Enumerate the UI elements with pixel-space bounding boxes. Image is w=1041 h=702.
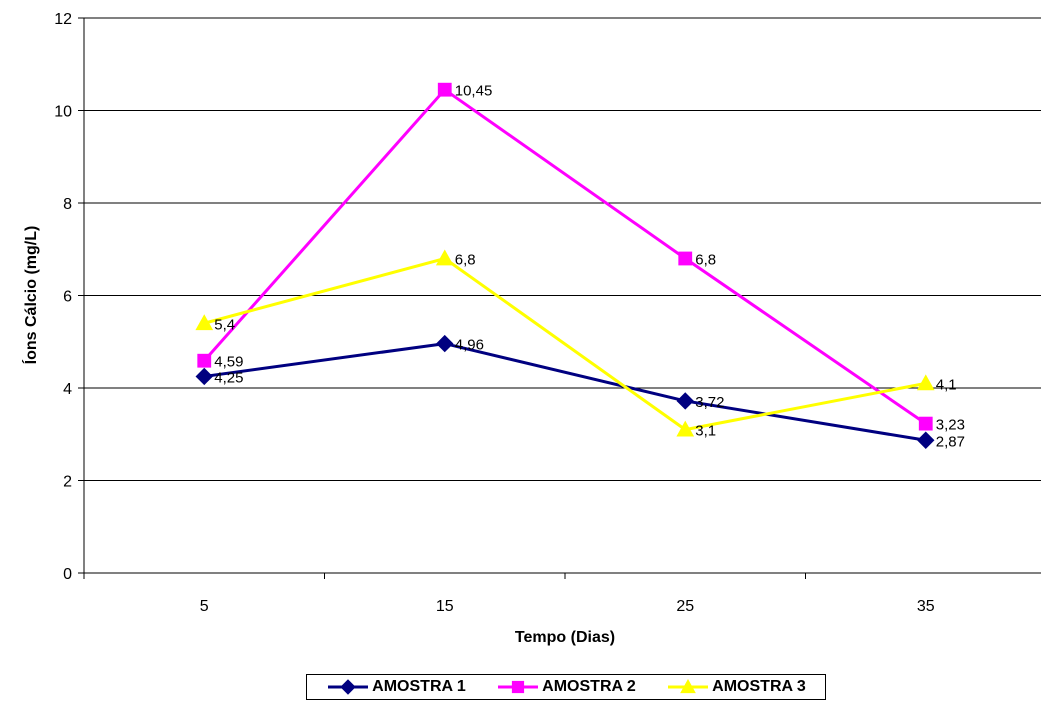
- x-axis-title: Tempo (Dias): [515, 629, 615, 646]
- legend-label: AMOSTRA 2: [542, 678, 636, 695]
- series-2: [197, 82, 933, 431]
- data-point: [917, 431, 935, 449]
- data-point: [195, 367, 213, 386]
- y-tick-label: 6: [63, 289, 72, 306]
- legend-swatch: [668, 678, 709, 694]
- data-label: 4,59: [214, 354, 243, 371]
- data-point: [916, 374, 935, 391]
- legend-label: AMOSTRA 3: [712, 678, 806, 695]
- x-tick-label: 25: [676, 598, 694, 615]
- line-chart: 0 2 4 6 8 10 12 5 15 25 35 4,25 4,96 3,72 2,87 4,59 10…: [21, 11, 1041, 646]
- data-label: 6,8: [695, 252, 716, 269]
- legend-swatch: [498, 680, 539, 694]
- series-line: [203, 87, 927, 425]
- data-label: 4,25: [214, 369, 243, 386]
- data-point: [197, 353, 212, 368]
- data-point: [678, 251, 693, 266]
- legend: AMOSTRA 1 AMOSTRA 2 AMOSTRA 3: [306, 674, 826, 700]
- y-tick-label: 10: [54, 104, 72, 121]
- data-label: 4,96: [455, 337, 484, 354]
- data-label: 5,4: [214, 316, 235, 333]
- x-tick-label: 15: [436, 598, 454, 615]
- legend-label: AMOSTRA 1: [372, 678, 466, 695]
- data-label: 3,72: [695, 394, 724, 411]
- series-1: [195, 334, 935, 449]
- data-label: 6,8: [455, 252, 476, 269]
- series-3: [195, 249, 935, 437]
- data-point: [676, 392, 694, 410]
- legend-item-3: AMOSTRA 3: [666, 677, 806, 697]
- gridlines: [78, 17, 1041, 574]
- data-point: [676, 420, 695, 437]
- data-label: 10,45: [455, 83, 493, 100]
- data-point: [918, 416, 933, 431]
- y-tick-label: 0: [63, 566, 72, 583]
- x-tick-label: 35: [917, 598, 935, 615]
- data-point: [436, 334, 454, 353]
- x-tick-label: 5: [200, 598, 209, 615]
- data-point: [437, 82, 452, 97]
- legend-item-1: AMOSTRA 1: [326, 677, 466, 697]
- legend-swatch: [328, 679, 369, 695]
- data-label: 3,23: [936, 417, 965, 434]
- data-labels: 4,25 4,96 3,72 2,87 4,59 10,45 6,8 3,23 5,4 6,8 3,…: [214, 83, 965, 451]
- x-tick-labels: 5 15 25 35: [200, 598, 935, 615]
- data-label: 2,87: [936, 433, 965, 450]
- axes: [83, 18, 1041, 579]
- series-group: [195, 82, 935, 449]
- data-point: [195, 314, 214, 331]
- data-label: 4,1: [936, 376, 957, 393]
- series-line: [203, 256, 927, 432]
- series-line: [204, 342, 926, 442]
- y-tick-labels: 0 2 4 6 8 10 12: [54, 11, 72, 583]
- y-tick-label: 8: [63, 196, 72, 213]
- y-axis-title: Íons Cálcio (mg/L): [21, 226, 40, 365]
- y-tick-label: 12: [54, 11, 72, 28]
- y-tick-label: 2: [63, 474, 72, 491]
- data-point: [435, 249, 454, 266]
- legend-item-2: AMOSTRA 2: [496, 677, 636, 697]
- y-tick-label: 4: [63, 381, 72, 398]
- data-label: 3,1: [695, 423, 716, 440]
